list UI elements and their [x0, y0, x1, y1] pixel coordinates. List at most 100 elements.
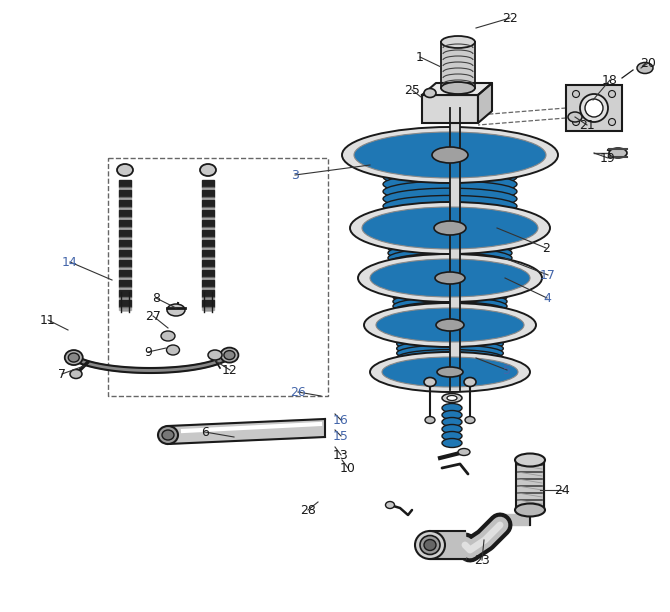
Ellipse shape — [515, 504, 545, 517]
Text: 1: 1 — [416, 51, 424, 64]
Text: 10: 10 — [340, 461, 356, 474]
Ellipse shape — [436, 319, 464, 331]
Bar — [121, 292, 129, 312]
Text: 25: 25 — [404, 83, 420, 97]
Text: 19: 19 — [600, 152, 616, 165]
Ellipse shape — [609, 148, 627, 158]
Polygon shape — [119, 287, 131, 290]
Ellipse shape — [442, 425, 462, 433]
Polygon shape — [500, 514, 530, 525]
Ellipse shape — [370, 259, 530, 297]
Ellipse shape — [393, 302, 507, 320]
Polygon shape — [202, 270, 214, 277]
Polygon shape — [119, 307, 131, 310]
Ellipse shape — [376, 308, 524, 342]
Polygon shape — [430, 531, 465, 559]
Polygon shape — [202, 207, 214, 210]
Polygon shape — [119, 297, 131, 300]
Polygon shape — [202, 180, 214, 187]
Ellipse shape — [388, 233, 512, 253]
Text: 26: 26 — [290, 386, 306, 398]
Ellipse shape — [608, 119, 616, 125]
Text: 2: 2 — [542, 242, 550, 255]
Text: 7: 7 — [58, 367, 66, 381]
Ellipse shape — [393, 297, 507, 315]
Ellipse shape — [383, 166, 517, 187]
Ellipse shape — [350, 202, 550, 254]
Polygon shape — [119, 197, 131, 200]
Ellipse shape — [388, 268, 512, 288]
Ellipse shape — [637, 62, 653, 73]
Ellipse shape — [388, 253, 512, 273]
Ellipse shape — [364, 303, 536, 347]
Polygon shape — [119, 220, 131, 227]
Ellipse shape — [117, 164, 133, 176]
Ellipse shape — [385, 501, 395, 509]
Ellipse shape — [572, 91, 580, 97]
Ellipse shape — [362, 207, 538, 249]
Text: 20: 20 — [640, 56, 656, 70]
Polygon shape — [119, 290, 131, 297]
Polygon shape — [119, 210, 131, 217]
Ellipse shape — [383, 174, 517, 195]
Ellipse shape — [435, 272, 465, 284]
Polygon shape — [202, 197, 214, 200]
Ellipse shape — [397, 364, 503, 381]
Ellipse shape — [220, 348, 239, 362]
Ellipse shape — [167, 345, 180, 355]
Ellipse shape — [383, 217, 517, 239]
Ellipse shape — [167, 304, 185, 316]
Ellipse shape — [383, 144, 517, 166]
Polygon shape — [202, 227, 214, 230]
Ellipse shape — [383, 152, 517, 173]
Ellipse shape — [397, 349, 503, 366]
Text: 5: 5 — [503, 364, 511, 376]
Text: 8: 8 — [152, 291, 160, 305]
Polygon shape — [202, 240, 214, 247]
Ellipse shape — [397, 321, 503, 338]
Ellipse shape — [65, 350, 83, 365]
Ellipse shape — [224, 351, 235, 360]
Text: 28: 28 — [300, 504, 316, 517]
Bar — [450, 108, 460, 390]
Polygon shape — [119, 227, 131, 230]
Ellipse shape — [388, 223, 512, 243]
Ellipse shape — [465, 417, 475, 424]
Ellipse shape — [388, 218, 512, 238]
Polygon shape — [119, 247, 131, 250]
Polygon shape — [202, 277, 214, 280]
Ellipse shape — [383, 159, 517, 181]
Polygon shape — [119, 207, 131, 210]
Ellipse shape — [515, 453, 545, 466]
Ellipse shape — [383, 181, 517, 202]
Polygon shape — [202, 257, 214, 260]
Ellipse shape — [388, 248, 512, 268]
Polygon shape — [202, 230, 214, 237]
Polygon shape — [202, 237, 214, 240]
Ellipse shape — [425, 417, 435, 424]
Polygon shape — [202, 187, 214, 190]
Ellipse shape — [393, 316, 507, 334]
Ellipse shape — [397, 335, 503, 352]
Polygon shape — [202, 280, 214, 287]
Polygon shape — [478, 83, 492, 123]
Polygon shape — [119, 300, 131, 307]
Ellipse shape — [447, 395, 457, 400]
Ellipse shape — [358, 254, 542, 302]
Text: 27: 27 — [145, 310, 161, 323]
Ellipse shape — [397, 326, 503, 343]
Ellipse shape — [568, 112, 582, 122]
Ellipse shape — [397, 316, 503, 334]
Polygon shape — [119, 180, 131, 187]
Ellipse shape — [424, 540, 436, 551]
Ellipse shape — [388, 228, 512, 248]
Polygon shape — [202, 217, 214, 220]
Polygon shape — [119, 240, 131, 247]
Ellipse shape — [415, 531, 445, 559]
Ellipse shape — [397, 330, 503, 348]
Ellipse shape — [393, 307, 507, 325]
Ellipse shape — [437, 367, 463, 377]
Ellipse shape — [393, 311, 507, 329]
Ellipse shape — [388, 258, 512, 278]
Polygon shape — [119, 190, 131, 197]
